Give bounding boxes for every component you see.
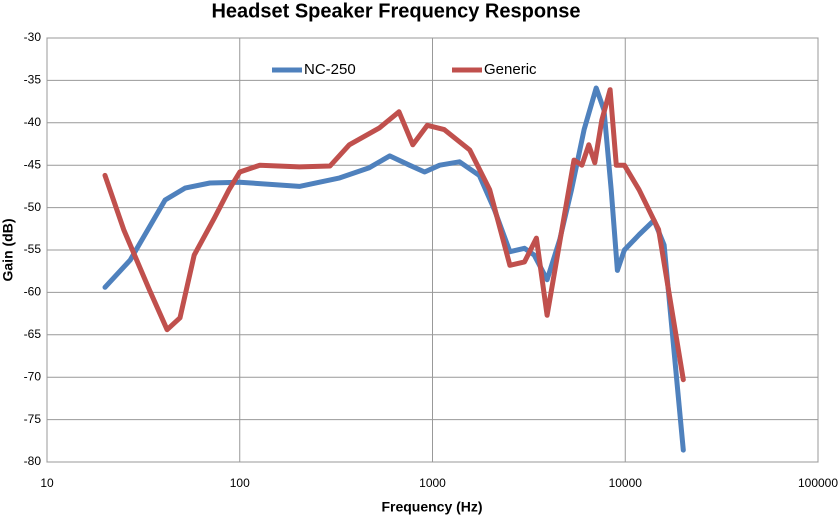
x-tick-label: 100	[230, 476, 250, 490]
y-tick-label: -75	[24, 412, 42, 426]
y-tick-label: -55	[24, 242, 42, 256]
y-tick-label: -80	[24, 454, 42, 468]
legend-label: Generic	[484, 61, 537, 78]
y-tick-label: -60	[24, 285, 42, 299]
y-tick-label: -65	[24, 327, 42, 341]
x-axis-title: Frequency (Hz)	[381, 499, 482, 515]
y-axis-title: Gain (dB)	[0, 219, 16, 282]
x-tick-label: 10	[40, 476, 54, 490]
chart-title: Headset Speaker Frequency Response	[211, 0, 580, 22]
x-tick-label: 1000	[419, 476, 446, 490]
x-tick-label: 10000	[609, 476, 643, 490]
series-line	[102, 87, 686, 383]
y-tick-label: -45	[24, 157, 42, 171]
y-tick-label: -40	[24, 115, 42, 129]
legend-label: NC-250	[304, 61, 356, 78]
y-tick-label: -30	[24, 30, 42, 44]
y-tick-label: -50	[24, 200, 42, 214]
y-tick-label: -35	[24, 73, 42, 87]
x-tick-label: 100000	[798, 476, 838, 490]
y-tick-label: -70	[24, 369, 42, 383]
